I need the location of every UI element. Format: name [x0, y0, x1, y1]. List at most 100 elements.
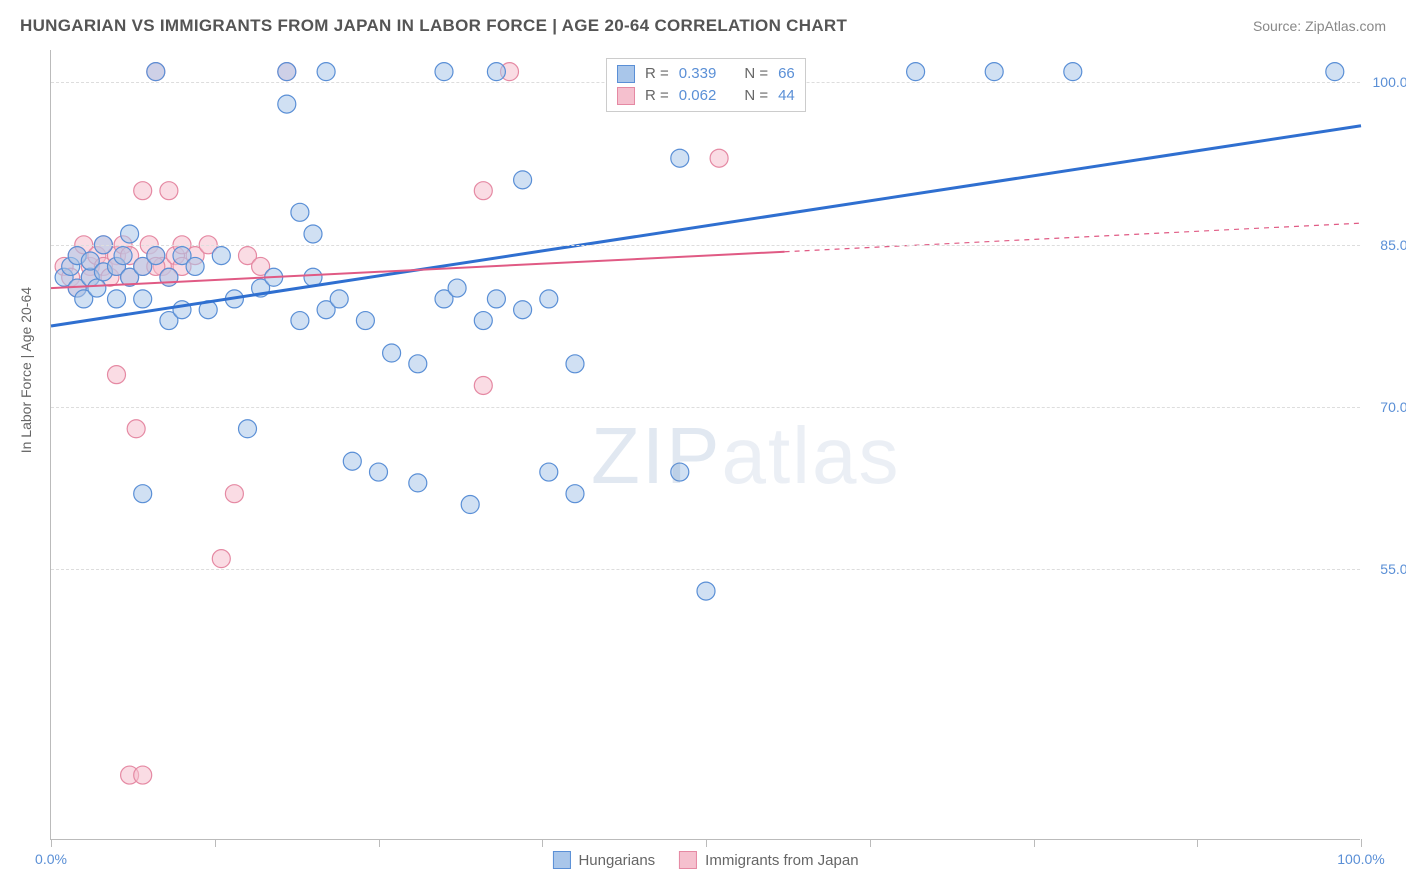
x-tick: [870, 839, 871, 847]
point-hungarians: [487, 63, 505, 81]
y-tick-label: 85.0%: [1380, 237, 1406, 253]
chart-svg: [51, 50, 1360, 839]
point-japan: [127, 420, 145, 438]
point-hungarians: [1326, 63, 1344, 81]
point-hungarians: [409, 474, 427, 492]
gridline: [51, 245, 1360, 246]
gridline: [51, 569, 1360, 570]
point-japan: [134, 766, 152, 784]
point-hungarians: [697, 582, 715, 600]
point-hungarians: [540, 463, 558, 481]
x-tick: [1034, 839, 1035, 847]
point-hungarians: [160, 268, 178, 286]
x-tick: [706, 839, 707, 847]
r-value: 0.339: [679, 63, 717, 85]
x-tick: [1361, 839, 1362, 847]
title-bar: HUNGARIAN VS IMMIGRANTS FROM JAPAN IN LA…: [20, 16, 1386, 36]
point-hungarians: [474, 312, 492, 330]
point-hungarians: [278, 95, 296, 113]
point-hungarians: [671, 463, 689, 481]
point-hungarians: [330, 290, 348, 308]
chart-title: HUNGARIAN VS IMMIGRANTS FROM JAPAN IN LA…: [20, 16, 847, 36]
point-hungarians: [383, 344, 401, 362]
point-hungarians: [121, 225, 139, 243]
plot-area: ZIPatlas Hungarians Immigrants from Japa…: [50, 50, 1360, 840]
point-japan: [160, 182, 178, 200]
point-japan: [474, 376, 492, 394]
point-hungarians: [291, 203, 309, 221]
point-hungarians: [147, 63, 165, 81]
point-hungarians: [317, 63, 335, 81]
y-tick-label: 100.0%: [1373, 74, 1406, 90]
point-hungarians: [448, 279, 466, 297]
point-hungarians: [304, 225, 322, 243]
point-hungarians: [514, 171, 532, 189]
point-hungarians: [88, 279, 106, 297]
point-hungarians: [212, 247, 230, 265]
point-hungarians: [278, 63, 296, 81]
legend-label: Hungarians: [578, 852, 655, 869]
point-japan: [225, 485, 243, 503]
n-value: 44: [778, 85, 795, 107]
point-japan: [212, 550, 230, 568]
n-label: N =: [744, 85, 768, 107]
point-hungarians: [540, 290, 558, 308]
stats-row-japan: R = 0.062 N = 44: [617, 85, 795, 107]
point-hungarians: [461, 496, 479, 514]
point-hungarians: [985, 63, 1003, 81]
r-value: 0.062: [679, 85, 717, 107]
point-hungarians: [566, 485, 584, 503]
swatch-japan: [679, 851, 697, 869]
point-hungarians: [291, 312, 309, 330]
x-tick-label: 0.0%: [35, 851, 67, 867]
regression-hungarians: [51, 126, 1361, 326]
r-label: R =: [645, 63, 669, 85]
point-hungarians: [487, 290, 505, 308]
y-tick-label: 55.0%: [1380, 561, 1406, 577]
point-hungarians: [566, 355, 584, 373]
point-hungarians: [1064, 63, 1082, 81]
y-axis-title: In Labor Force | Age 20-64: [18, 287, 34, 453]
point-hungarians: [671, 149, 689, 167]
y-tick-label: 70.0%: [1380, 399, 1406, 415]
point-hungarians: [114, 247, 132, 265]
point-hungarians: [907, 63, 925, 81]
swatch-icon: [617, 65, 635, 83]
legend-bottom: Hungarians Immigrants from Japan: [552, 851, 858, 869]
point-hungarians: [186, 257, 204, 275]
stats-legend: R = 0.339 N = 66 R = 0.062 N = 44: [606, 58, 806, 112]
point-japan: [710, 149, 728, 167]
source-text: Source: ZipAtlas.com: [1253, 18, 1386, 34]
point-hungarians: [134, 485, 152, 503]
point-japan: [108, 366, 126, 384]
legend-label: Immigrants from Japan: [705, 852, 858, 869]
stats-row-hungarians: R = 0.339 N = 66: [617, 63, 795, 85]
x-tick: [215, 839, 216, 847]
x-tick: [1197, 839, 1198, 847]
point-hungarians: [409, 355, 427, 373]
swatch-icon: [617, 87, 635, 105]
point-japan: [134, 182, 152, 200]
point-hungarians: [435, 63, 453, 81]
x-tick: [542, 839, 543, 847]
point-hungarians: [147, 247, 165, 265]
x-tick: [379, 839, 380, 847]
point-hungarians: [343, 452, 361, 470]
point-hungarians: [239, 420, 257, 438]
x-tick-label: 100.0%: [1337, 851, 1384, 867]
point-hungarians: [370, 463, 388, 481]
x-tick: [51, 839, 52, 847]
legend-item-japan: Immigrants from Japan: [679, 851, 858, 869]
r-label: R =: [645, 85, 669, 107]
n-value: 66: [778, 63, 795, 85]
point-hungarians: [173, 301, 191, 319]
n-label: N =: [744, 63, 768, 85]
point-japan: [474, 182, 492, 200]
point-hungarians: [356, 312, 374, 330]
point-hungarians: [514, 301, 532, 319]
legend-item-hungarians: Hungarians: [552, 851, 655, 869]
regression-ext-japan: [785, 223, 1361, 252]
point-hungarians: [108, 290, 126, 308]
swatch-hungarians: [552, 851, 570, 869]
gridline: [51, 407, 1360, 408]
